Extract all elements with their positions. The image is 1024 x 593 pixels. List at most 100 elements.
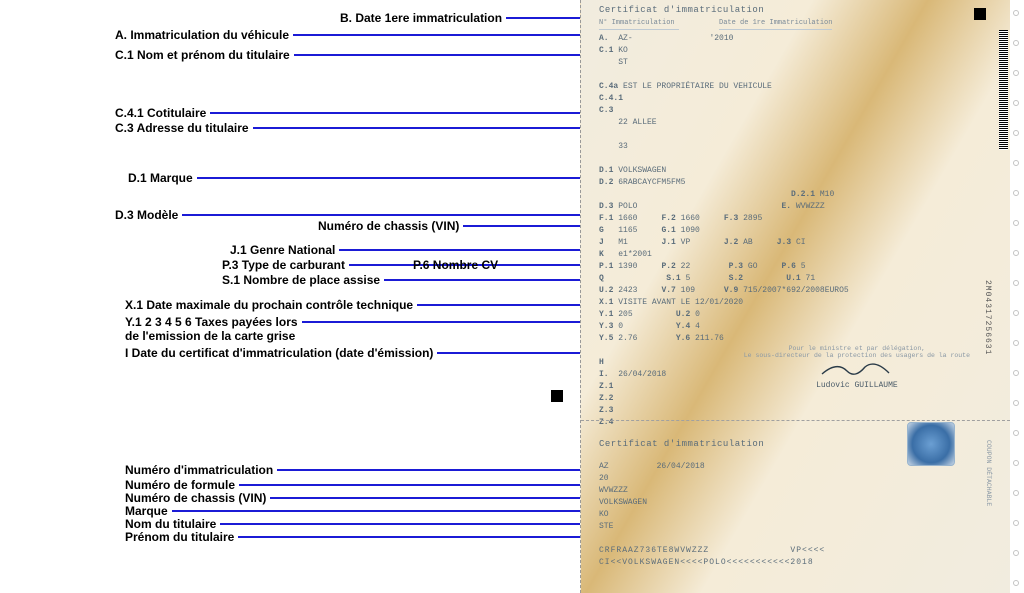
val-Y2: 0 [695, 310, 700, 319]
corner-marker-mid [551, 390, 563, 402]
coupon-side-label: COUPON DÉTACHABLE [985, 440, 992, 506]
annotation-d1-marque: D.1 Marque [128, 171, 599, 185]
val-P2: 22 [681, 262, 691, 271]
val-J1: VP [681, 238, 691, 247]
val-F2: 1660 [681, 214, 700, 223]
val-X1: VISITE AVANT LE 12/01/2020 [618, 298, 743, 307]
signature-block: Pour le ministre et par délégation, Le s… [744, 345, 970, 390]
sig-name: Ludovic GUILLAUME [744, 381, 970, 390]
val-P3: GO [748, 262, 758, 271]
annotation-line [253, 127, 591, 129]
perforation-hole [1013, 580, 1019, 586]
annotation-text: I Date du certificat d'immatriculation (… [125, 346, 433, 360]
annotation-c41-cotitulaire: C.4.1 Cotitulaire [115, 106, 599, 120]
perforation-hole [1013, 370, 1019, 376]
perforation-hole [1013, 100, 1019, 106]
annotation-coupon-vin: Numéro de chassis (VIN) [125, 491, 599, 505]
perforation-hole [1013, 220, 1019, 226]
perforation-hole [1013, 340, 1019, 346]
annotation-line [506, 17, 582, 19]
perforation-hole [1013, 130, 1019, 136]
annotation-coupon-immatric: Numéro d'immatriculation [125, 463, 599, 477]
header-row: N° Immatriculation Date de 1re Immatricu… [599, 19, 1000, 30]
val-I: 26/04/2018 [618, 370, 666, 379]
barcode-vertical [999, 30, 1008, 150]
val-Y5: 2.76 [618, 334, 637, 343]
annotation-text: Numéro de chassis (VIN) [125, 491, 266, 505]
val-F1: 1660 [618, 214, 637, 223]
perforation-hole [1013, 490, 1019, 496]
val-A: AZ- [618, 34, 632, 43]
annotation-text: Nom du titulaire [125, 517, 216, 531]
annotation-text: Numéro d'immatriculation [125, 463, 273, 477]
val-D21: M10 [820, 190, 834, 199]
annotation-line [502, 264, 591, 266]
annotation-text: Marque [125, 504, 168, 518]
annotation-line [182, 214, 591, 216]
val-Y6: 211.76 [695, 334, 724, 343]
coupon-E: WVWZZZ [599, 486, 628, 495]
annotation-text: Y.1 2 3 4 5 6 Taxes payées lors [125, 315, 298, 329]
annotation-line [210, 112, 591, 114]
perforation-hole [1013, 460, 1019, 466]
annotation-text: Numéro de formule [125, 478, 235, 492]
perforation-hole [1013, 520, 1019, 526]
val-P6: 5 [801, 262, 806, 271]
perforation-hole [1013, 250, 1019, 256]
val-D1: VOLKSWAGEN [618, 166, 666, 175]
perforation-hole [1013, 160, 1019, 166]
mrz-line1: CRFRAAZ736TE8WVWZZZ VP<<<< [599, 545, 1000, 557]
val-G1: 1090 [681, 226, 700, 235]
val-E: WVWZZZ [796, 202, 825, 211]
val-U2: 2423 [618, 286, 637, 295]
val-C1: KO [618, 46, 628, 55]
registration-document: 2M04317256631 Certificat d'immatriculati… [580, 0, 1010, 593]
val-S1: 5 [685, 274, 690, 283]
perforation-hole [1013, 310, 1019, 316]
perforation-strip [1010, 0, 1024, 593]
annotation-line [339, 249, 591, 251]
annotation-c1-nom: C.1 Nom et prénom du titulaire [115, 48, 599, 62]
perforation-hole [1013, 70, 1019, 76]
annotation-line [437, 352, 591, 354]
coupon-A: AZ [599, 462, 609, 471]
sig-note1: Pour le ministre et par délégation, [744, 345, 970, 352]
val-addr1: 22 ALLEE [618, 118, 656, 127]
annotation-line [270, 497, 591, 499]
annotation-j1-genre: J.1 Genre National [230, 243, 599, 257]
annotation-text: C.4.1 Cotitulaire [115, 106, 206, 120]
annotation-text: D.1 Marque [128, 171, 193, 185]
signature-icon [817, 359, 897, 381]
annotation-layer: B. Date 1ere immatriculationA. Immatricu… [0, 0, 580, 593]
annotation-text: P.6 Nombre CV [413, 258, 498, 272]
annotation-text: S.1 Nombre de place assise [222, 273, 380, 287]
val-D3: POLO [618, 202, 637, 211]
val-C1b: ST [618, 58, 628, 67]
annotation-y-taxes2: de l'emission de la carte grise [125, 329, 299, 343]
val-J3: CI [796, 238, 806, 247]
coupon-form: 20 [599, 474, 609, 483]
annotation-text: Prénom du titulaire [125, 530, 234, 544]
annotation-s1-places: S.1 Nombre de place assise [222, 273, 599, 287]
annotation-text: de l'emission de la carte grise [125, 329, 295, 343]
coupon-D1: VOLKSWAGEN [599, 498, 647, 507]
val-F3: 2895 [743, 214, 762, 223]
annotation-coupon-nom: Nom du titulaire [125, 517, 599, 531]
annotation-text: A. Immatriculation du véhicule [115, 28, 289, 42]
val-J: M1 [618, 238, 628, 247]
annotation-y-taxes1: Y.1 2 3 4 5 6 Taxes payées lors [125, 315, 589, 329]
perforation-hole [1013, 280, 1019, 286]
perforation-hole [1013, 400, 1019, 406]
val-P1: 1390 [618, 262, 637, 271]
val-U1: 71 [806, 274, 816, 283]
val-G: 1165 [618, 226, 637, 235]
perforation-hole [1013, 550, 1019, 556]
perforation-hole [1013, 430, 1019, 436]
annotation-coupon-marque: Marque [125, 504, 599, 518]
annotation-text: J.1 Genre National [230, 243, 335, 257]
val-K: e1*2001 [618, 250, 652, 259]
annotation-text: D.3 Modèle [115, 208, 178, 222]
annotation-line [239, 484, 591, 486]
annotation-line [384, 279, 591, 281]
doc-title: Certificat d'immatriculation [599, 5, 1000, 15]
